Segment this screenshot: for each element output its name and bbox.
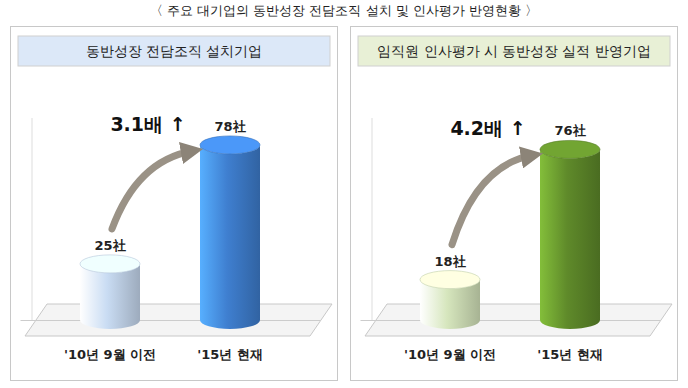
bars <box>420 140 600 329</box>
bar-top <box>80 255 140 273</box>
x-axis: '10년 9월 이전 '15년 현재 <box>21 321 321 363</box>
bar <box>200 145 260 329</box>
panel-header <box>18 36 330 66</box>
bar-top <box>540 140 600 158</box>
data-label: 18社 <box>434 254 465 269</box>
annotation: 4.2배 ↑ <box>450 117 525 139</box>
bars <box>80 136 260 329</box>
data-label: 78社 <box>214 119 245 134</box>
growth-arrow <box>452 155 532 244</box>
x-axis-line <box>361 320 661 321</box>
x-tick-label: '10년 9월 이전 <box>404 347 496 362</box>
x-tick: '15년 현재 <box>537 347 603 362</box>
x-axis-line <box>21 320 321 321</box>
x-tick: '10년 9월 이전 <box>64 347 156 362</box>
x-tick-label: '15년 현재 <box>537 347 603 362</box>
x-tick: '15년 현재 <box>197 347 263 362</box>
data-label: 76社 <box>554 123 585 138</box>
bar-top <box>200 136 260 154</box>
x-axis: '10년 9월 이전 '15년 현재 <box>361 321 661 363</box>
chart-svg: 〈 주요 대기업의 동반성장 전담조직 설치 및 인사평가 반영현황 〉 동반성장… <box>0 0 688 388</box>
chart-title: 임직원 인사평가 시 동반성장 실적 반영기업 <box>377 43 650 59</box>
panel: 임직원 인사평가 시 동반성장 실적 반영기업 '10년 9월 이전 '15년 현재… <box>351 27 678 381</box>
page-title: 〈 주요 대기업의 동반성장 전담조직 설치 및 인사평가 반영현황 〉 <box>150 3 538 18</box>
x-tick-label: '10년 9월 이전 <box>64 347 156 362</box>
bar <box>80 264 140 329</box>
growth-arrow <box>112 151 192 229</box>
bar <box>540 149 600 329</box>
panel-border <box>11 27 338 381</box>
panel-border <box>351 27 678 381</box>
chart-container: 〈 주요 대기업의 동반성장 전담조직 설치 및 인사평가 반영현황 〉 동반성장… <box>0 0 688 388</box>
panel: 동반성장 전담조직 설치기업 '10년 9월 이전 '15년 현재 25社 78社 3.1… <box>11 27 338 381</box>
bar-top <box>420 271 480 289</box>
x-tick: '10년 9월 이전 <box>404 347 496 362</box>
chart-title: 동반성장 전담조직 설치기업 <box>86 43 263 59</box>
y-axis-line <box>372 118 373 320</box>
annotation: 3.1배 ↑ <box>110 113 185 135</box>
y-axis-line <box>32 118 33 320</box>
data-label: 25社 <box>94 238 125 253</box>
panel-header <box>358 36 670 66</box>
x-tick-label: '15년 현재 <box>197 347 263 362</box>
